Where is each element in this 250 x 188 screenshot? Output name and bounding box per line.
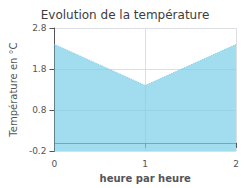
svg-text:-0.2: -0.2 [29, 146, 47, 156]
svg-text:2.8: 2.8 [32, 23, 47, 33]
svg-text:heure par heure: heure par heure [100, 173, 191, 184]
svg-text:Température en °C: Température en °C [8, 42, 19, 137]
svg-text:2: 2 [233, 159, 239, 169]
svg-text:1.8: 1.8 [32, 64, 47, 74]
svg-text:0.8: 0.8 [32, 105, 47, 115]
svg-text:1: 1 [142, 159, 148, 169]
svg-text:Evolution de la température: Evolution de la température [41, 8, 210, 22]
svg-text:0: 0 [52, 159, 58, 169]
